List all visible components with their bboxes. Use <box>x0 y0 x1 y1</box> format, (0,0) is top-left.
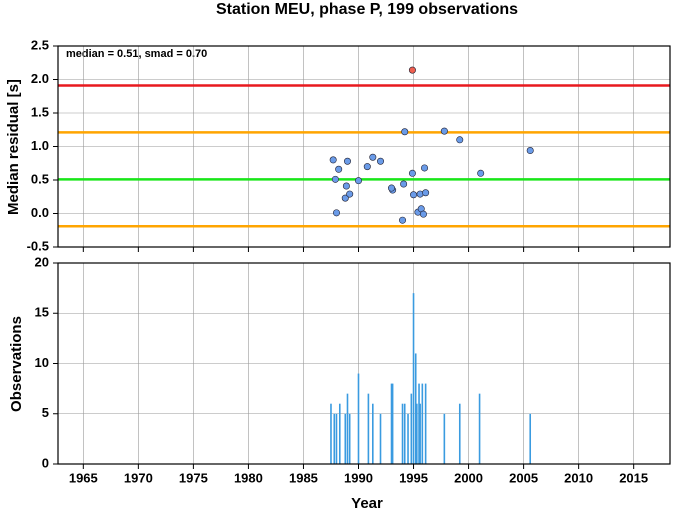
bar <box>416 403 418 464</box>
annotation: median = 0.51, smad = 0.70 <box>66 48 207 60</box>
bar <box>418 383 420 464</box>
x-tick-label: 2010 <box>564 470 593 485</box>
y-tick-label: 5 <box>42 405 49 420</box>
y-tick-label: 2.0 <box>31 71 49 86</box>
bar <box>333 413 336 464</box>
bar <box>414 353 417 464</box>
bar <box>401 403 404 464</box>
x-tick-label: 1995 <box>399 470 428 485</box>
data-point <box>477 169 485 177</box>
data-point <box>369 153 377 161</box>
data-point <box>440 127 448 135</box>
bar <box>335 413 338 464</box>
bar <box>419 403 421 464</box>
data-point <box>331 175 339 183</box>
bar <box>529 413 532 464</box>
bar <box>443 413 446 464</box>
data-point <box>343 157 351 165</box>
x-tick-label: 1980 <box>234 470 263 485</box>
plot-frame <box>57 262 671 465</box>
y-tick-label: 15 <box>35 305 49 320</box>
x-tick-label: 1990 <box>344 470 373 485</box>
data-point <box>399 216 407 224</box>
data-point <box>400 180 408 188</box>
data-point <box>388 184 396 192</box>
y-axis-label: Median residual [s] <box>5 79 22 215</box>
data-point <box>335 165 343 173</box>
y-tick-label: 2.5 <box>31 37 49 52</box>
x-tick-label: 2015 <box>619 470 648 485</box>
y-tick-label: 20 <box>35 254 49 269</box>
data-point <box>377 157 385 165</box>
data-point <box>346 190 354 198</box>
y-tick-label: 0 <box>42 455 49 470</box>
data-point <box>422 189 430 197</box>
bar <box>379 413 382 464</box>
data-point <box>342 182 350 190</box>
bar <box>412 293 415 464</box>
x-tick-label: 1965 <box>69 470 98 485</box>
y-tick-label: -0.5 <box>27 238 49 253</box>
bar <box>391 383 394 464</box>
bar <box>367 393 370 464</box>
y-tick-label: 10 <box>35 355 49 370</box>
x-tick-label: 2000 <box>454 470 483 485</box>
chart-title: Station MEU, phase P, 199 observations <box>216 1 518 18</box>
bar <box>372 403 374 464</box>
bar <box>357 373 360 464</box>
bar <box>338 403 341 464</box>
data-point <box>341 194 349 202</box>
y-tick-label: 1.5 <box>31 104 49 119</box>
y-axis-label: Observations <box>8 316 25 412</box>
data-point <box>456 136 464 144</box>
y-tick-label: 1.0 <box>31 138 49 153</box>
x-axis-label: Year <box>351 495 383 511</box>
data-point <box>332 209 340 217</box>
bar <box>390 383 393 464</box>
bar <box>330 403 332 464</box>
bar <box>421 383 424 464</box>
bar <box>407 413 409 464</box>
data-point <box>421 164 429 172</box>
data-point <box>354 177 362 185</box>
bar <box>458 403 461 464</box>
data-point <box>526 147 534 155</box>
x-tick-label: 1985 <box>289 470 318 485</box>
plot-frame <box>57 45 671 248</box>
data-point <box>410 191 418 199</box>
bar <box>344 413 347 464</box>
data-point <box>408 66 416 74</box>
bar <box>424 383 427 464</box>
y-tick-label: 0.0 <box>31 205 49 220</box>
data-point <box>401 128 409 136</box>
bar <box>403 403 406 464</box>
data-point <box>329 156 337 164</box>
data-point <box>408 169 416 177</box>
y-tick-label: 0.5 <box>31 171 49 186</box>
bar <box>410 393 413 464</box>
data-point <box>363 163 371 171</box>
bar <box>348 413 351 464</box>
x-tick-label: 1970 <box>124 470 153 485</box>
x-tick-label: 1975 <box>179 470 208 485</box>
data-point <box>419 210 427 218</box>
x-tick-label: 2005 <box>509 470 538 485</box>
bar <box>478 393 481 464</box>
bar <box>346 393 349 464</box>
